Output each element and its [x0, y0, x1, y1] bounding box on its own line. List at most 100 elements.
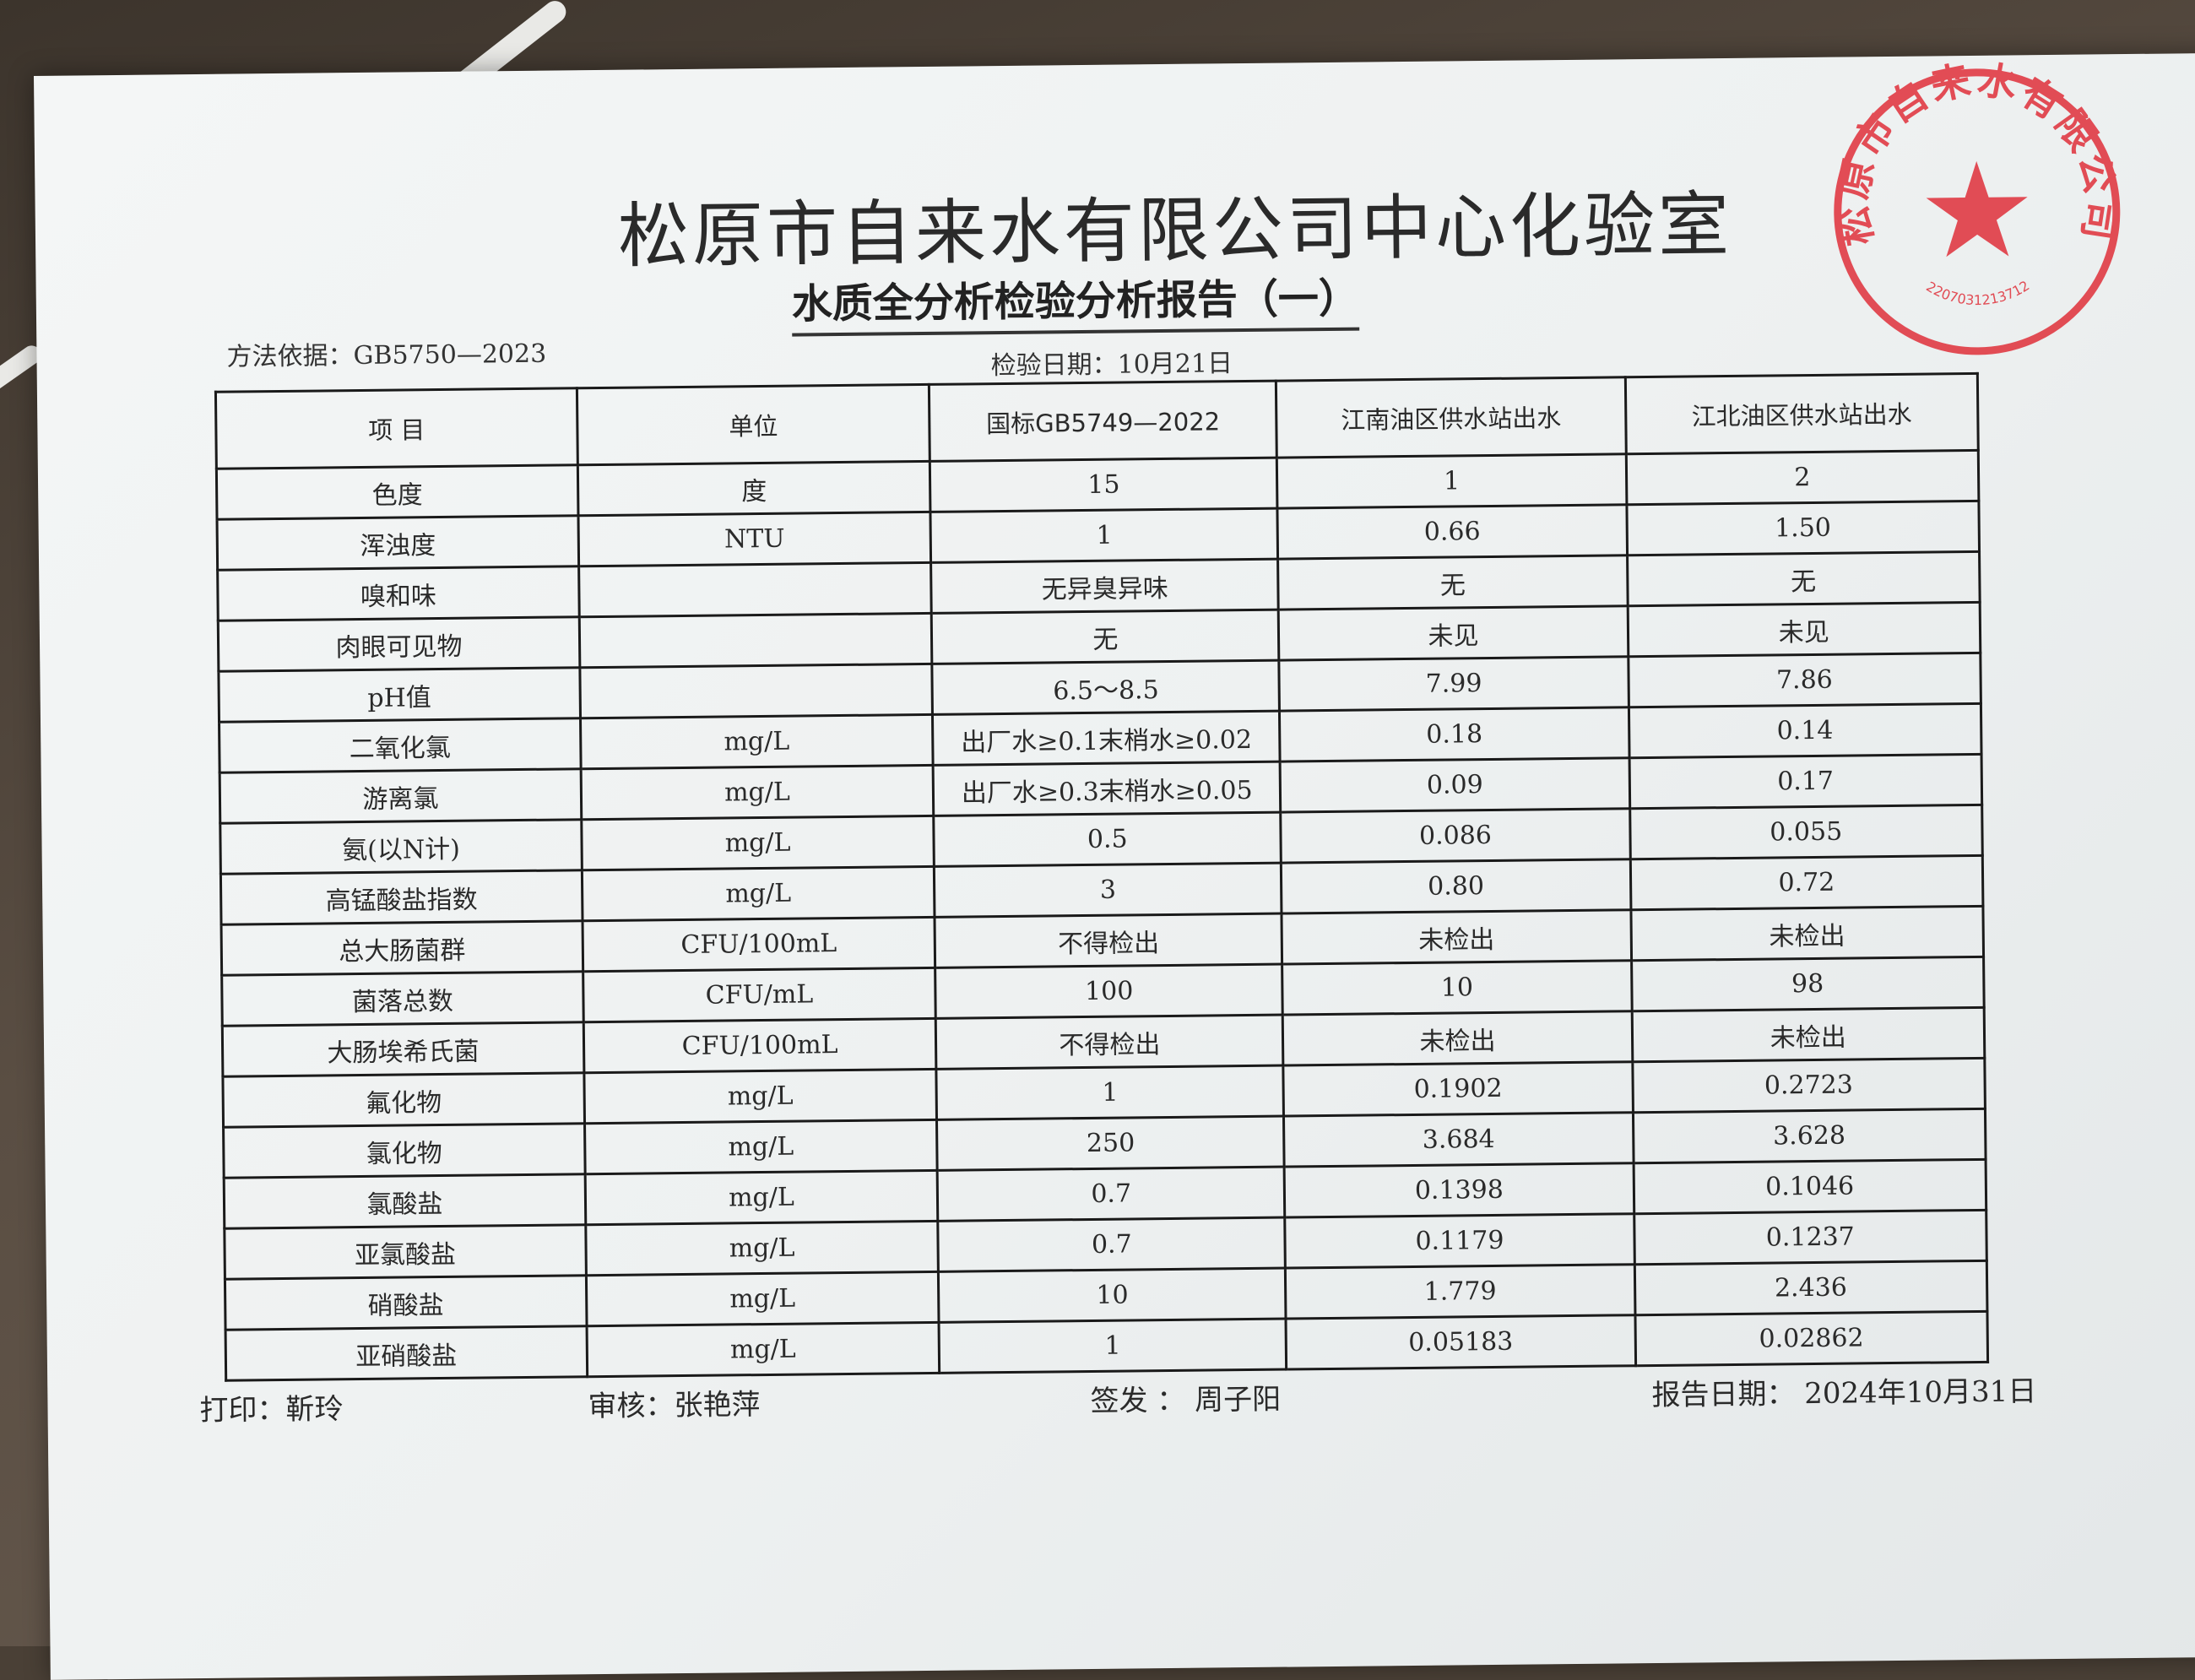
table-cell: 0.02862	[1634, 1311, 1988, 1366]
table-cell: 总大肠菌群	[221, 920, 583, 976]
table-cell: 亚氯酸盐	[224, 1224, 587, 1280]
table-cell: 肉眼可见物	[218, 616, 580, 672]
table-cell: 未检出	[1630, 906, 1984, 961]
table-cell: 0.1046	[1633, 1159, 1986, 1214]
table-cell: 7.86	[1628, 653, 1981, 707]
table-cell: mg/L	[580, 714, 934, 769]
table-cell: 出厂水≥0.3末梢水≥0.05	[933, 761, 1282, 816]
table-cell: 1	[936, 1065, 1284, 1120]
table-cell: CFU/100mL	[583, 1018, 937, 1073]
table-cell: 0.17	[1629, 754, 1982, 809]
reviewed-by: 审核：张艳萍	[588, 1388, 761, 1424]
table-cell: mg/L	[586, 1271, 940, 1326]
table-cell: 未检出	[1631, 1007, 1985, 1062]
table-cell: 未见	[1627, 602, 1981, 657]
table-cell: 15	[929, 458, 1278, 512]
table-cell: 嗅和味	[217, 566, 580, 621]
table-cell: 3.628	[1633, 1108, 1986, 1163]
table-cell: 硝酸盐	[225, 1275, 587, 1330]
table-cell: 1	[939, 1319, 1287, 1374]
table-cell: 氟化物	[222, 1072, 585, 1128]
table-cell: 氯化物	[223, 1123, 585, 1179]
table-cell: NTU	[577, 512, 931, 566]
results-table: 项 目单位 国标GB5749—2022 江南油区供水站出水 江北油区供水站出水 色度度…	[214, 372, 1989, 1382]
table-cell	[579, 613, 933, 668]
table-cell: 亚硝酸盐	[225, 1325, 588, 1381]
table-cell: 0.1179	[1285, 1213, 1634, 1269]
table-cell: 0.80	[1281, 859, 1631, 914]
table-cell: 未检出	[1282, 909, 1632, 965]
table-cell: 0.1902	[1283, 1061, 1634, 1117]
table-cell: 1.779	[1285, 1264, 1635, 1320]
table-cell: 0.055	[1629, 805, 1983, 859]
table-cell: mg/L	[584, 1119, 938, 1174]
inspection-date: 检验日期：10月21日	[990, 349, 1233, 382]
table-cell: 无	[931, 610, 1280, 664]
table-cell: 10	[1282, 960, 1632, 1016]
seal-ring	[1834, 68, 2121, 355]
table-cell: 游离氯	[220, 768, 582, 824]
table-cell	[578, 562, 932, 617]
table-cell: 250	[936, 1116, 1285, 1171]
table-cell: 未检出	[1282, 1011, 1633, 1066]
column-header: 单位	[577, 384, 930, 465]
column-header: 项 目	[215, 387, 578, 469]
column-header: 国标GB5749—2022	[929, 381, 1277, 462]
table-cell: 出厂水≥0.1末梢水≥0.02	[932, 711, 1281, 766]
table-cell: 1.50	[1626, 501, 1980, 555]
table-cell: 氨(以N计)	[220, 819, 583, 875]
seal-number: 2207031213712	[1923, 277, 2032, 308]
table-cell: 0.09	[1280, 757, 1630, 813]
method-basis: 方法依据：GB5750—2023	[226, 339, 547, 372]
table-cell: 1	[930, 508, 1278, 563]
issued-by: 签发 ： 周子阳	[1090, 1382, 1282, 1418]
table-cell: mg/L	[582, 866, 935, 921]
table-cell: 2.436	[1634, 1260, 1987, 1315]
table-cell: 0.086	[1281, 808, 1630, 864]
table-cell: 0.1398	[1284, 1162, 1634, 1218]
table-cell: mg/L	[580, 765, 934, 820]
table-cell: 不得检出	[935, 913, 1282, 968]
table-cell: 无异臭异味	[930, 559, 1279, 614]
table-cell: mg/L	[585, 1221, 939, 1276]
table-cell: mg/L	[586, 1322, 940, 1377]
table-cell: 0.2723	[1632, 1058, 1986, 1113]
table-cell: 0.18	[1279, 707, 1629, 762]
table-cell: 100	[935, 964, 1283, 1019]
table-cell	[579, 664, 933, 718]
table-cell: 0.7	[937, 1217, 1286, 1272]
table-cell: 未见	[1278, 605, 1629, 661]
table-cell: CFU/mL	[583, 967, 936, 1022]
table-cell: 度	[577, 461, 931, 516]
table-cell: 不得检出	[935, 1015, 1284, 1070]
table-cell: mg/L	[583, 1069, 937, 1124]
table-cell: 氯酸盐	[224, 1173, 586, 1229]
svg-text:2207031213712: 2207031213712	[1923, 277, 2032, 308]
company-seal-stamp: 松原市自来水有限公司 2207031213712	[1828, 58, 2125, 355]
table-cell: 色度	[216, 464, 578, 520]
table-cell: 6.5～8.5	[932, 660, 1280, 715]
table-cell: 大肠埃希氏菌	[222, 1022, 584, 1077]
table-cell: 0.66	[1277, 504, 1628, 560]
print-by: 打印：靳玲	[199, 1392, 344, 1428]
table-cell: 1	[1276, 453, 1627, 509]
table-cell: 0.05183	[1286, 1314, 1636, 1370]
table-cell: 0.72	[1629, 855, 1983, 910]
table-cell: 0.14	[1628, 703, 1982, 758]
table-cell: 0.5	[933, 812, 1282, 867]
table-cell: CFU/100mL	[582, 917, 935, 972]
table-cell: 7.99	[1279, 656, 1629, 712]
table-cell: 3.684	[1283, 1112, 1634, 1168]
table-cell: pH值	[218, 667, 581, 723]
table-cell: 无	[1627, 551, 1981, 606]
table-cell: 二氧化氯	[219, 718, 581, 773]
column-header: 江南油区供水站出水	[1276, 377, 1626, 458]
table-cell: 菌落总数	[221, 971, 584, 1027]
star-icon	[1926, 160, 2028, 257]
report-subtitle: 水质全分析检验分析报告（一）	[791, 264, 1360, 337]
table-cell: 高锰酸盐指数	[220, 870, 583, 925]
table-cell: 0.1237	[1634, 1210, 1987, 1265]
column-header: 江北油区供水站出水	[1624, 373, 1979, 454]
page-title: 松原市自来水有限公司中心化验室	[617, 182, 1733, 278]
table-cell: 0.7	[937, 1167, 1286, 1222]
